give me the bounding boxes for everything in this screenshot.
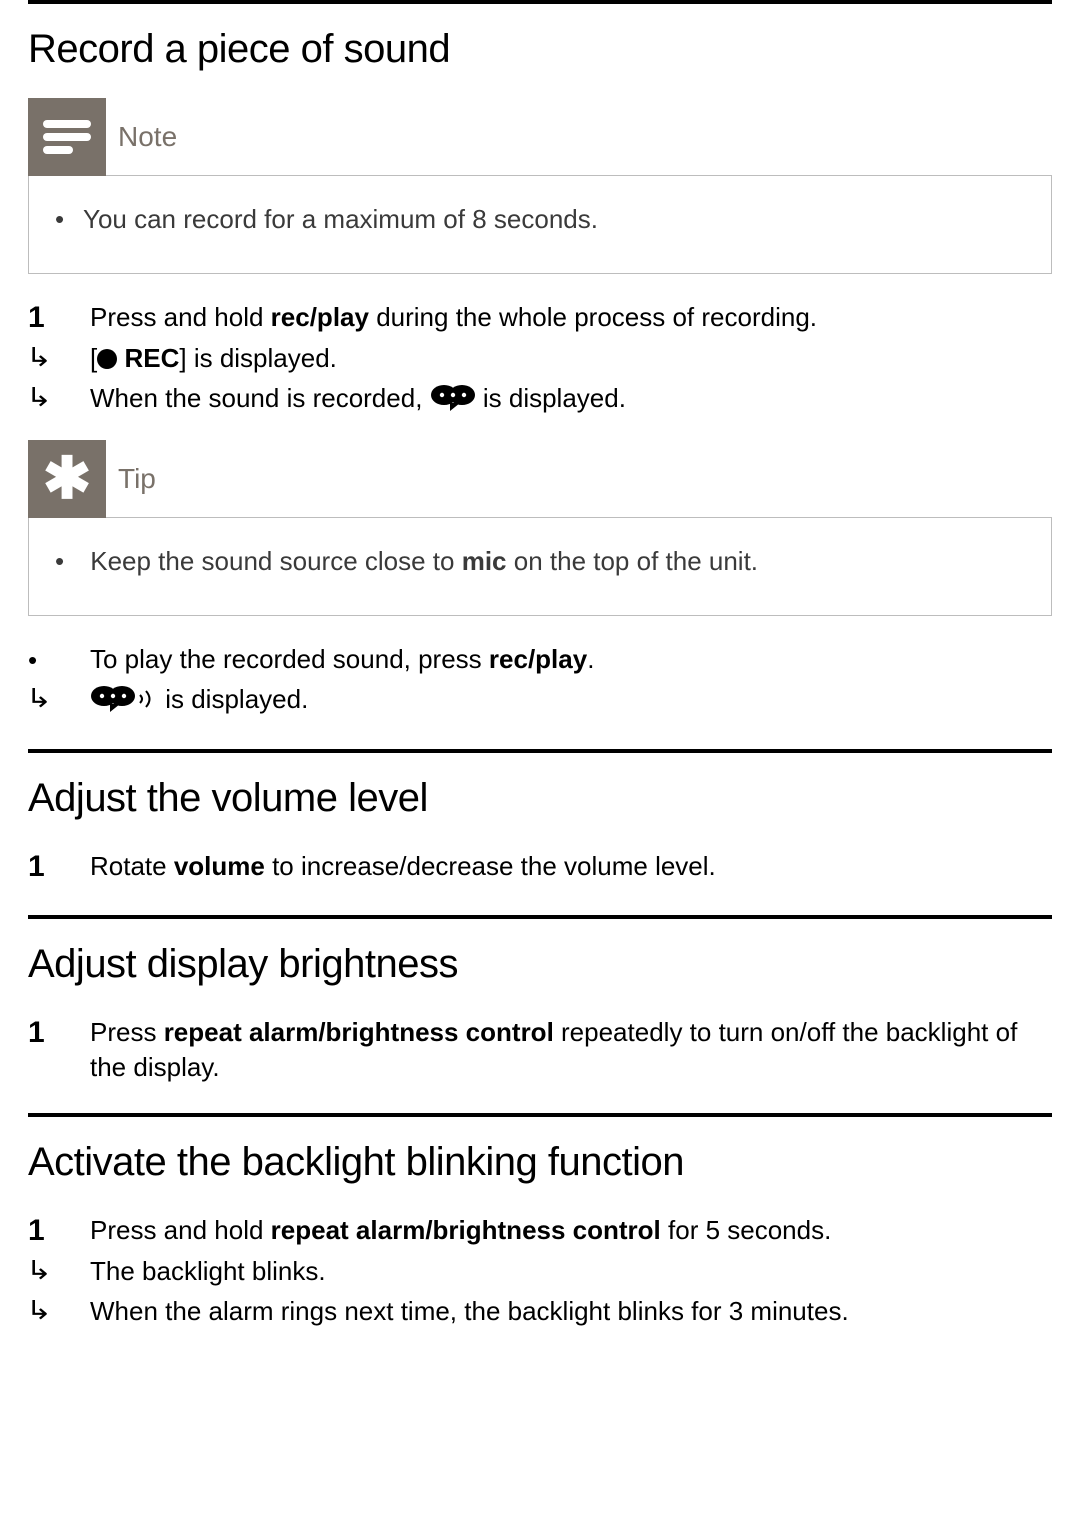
section-brightness: Adjust display brightness 1 Press repeat… bbox=[28, 915, 1052, 1085]
brightness-step-text: Press repeat alarm/brightness control re… bbox=[90, 1013, 1052, 1085]
step-1-text: Press and hold rec/play during the whole… bbox=[90, 298, 1052, 339]
text: ] is displayed. bbox=[179, 343, 337, 373]
bold: REC bbox=[124, 343, 179, 373]
result-text: The backlight blinks. bbox=[90, 1252, 1052, 1293]
text: Press bbox=[90, 1017, 164, 1047]
tip-callout-body: Keep the sound source close to mic on th… bbox=[28, 517, 1052, 616]
speech-bubble-icon bbox=[430, 385, 476, 411]
play-result: is displayed. bbox=[28, 680, 1052, 721]
section-volume: Adjust the volume level 1 Rotate volume … bbox=[28, 749, 1052, 888]
heading-record: Record a piece of sound bbox=[28, 22, 1052, 76]
tip-label: Tip bbox=[118, 460, 156, 498]
text: is displayed. bbox=[476, 383, 626, 413]
arrow-icon bbox=[28, 379, 66, 420]
text: on the top of the unit. bbox=[507, 546, 759, 576]
text: Rotate bbox=[90, 851, 174, 881]
bold: volume bbox=[174, 851, 265, 881]
backlight-step-1: 1 Press and hold repeat alarm/brightness… bbox=[28, 1211, 1052, 1252]
text: to increase/decrease the volume level. bbox=[265, 851, 716, 881]
section-record-sound: Record a piece of sound Note You can rec… bbox=[28, 0, 1052, 721]
arrow-icon bbox=[28, 1292, 66, 1333]
heading-volume: Adjust the volume level bbox=[28, 771, 1052, 825]
heading-backlight: Activate the backlight blinking function bbox=[28, 1135, 1052, 1189]
result-text: When the sound is recorded, is displayed… bbox=[90, 379, 1052, 420]
backlight-result-1: The backlight blinks. bbox=[28, 1252, 1052, 1293]
arrow-icon bbox=[28, 339, 66, 380]
bold: repeat alarm/brightness control bbox=[271, 1215, 661, 1245]
step-number: 1 bbox=[28, 1211, 66, 1252]
result-rec-displayed: [ REC] is displayed. bbox=[28, 339, 1052, 380]
backlight-step-text: Press and hold repeat alarm/brightness c… bbox=[90, 1211, 1052, 1252]
bold: rec/play bbox=[271, 302, 369, 332]
play-instruction: To play the recorded sound, press rec/pl… bbox=[28, 640, 1052, 681]
asterisk-icon: ✱ bbox=[43, 450, 92, 508]
arrow-icon bbox=[28, 680, 66, 721]
text: When the sound is recorded, bbox=[90, 383, 430, 413]
sound-waves-icon bbox=[138, 684, 158, 719]
tip-callout-head: ✱ Tip bbox=[28, 440, 1052, 518]
step-number: 1 bbox=[28, 1013, 66, 1085]
speech-bubble-icon bbox=[90, 686, 136, 712]
text: during the whole process of recording. bbox=[369, 302, 817, 332]
note-label: Note bbox=[118, 118, 177, 156]
result-text: When the alarm rings next time, the back… bbox=[90, 1292, 1052, 1333]
tip-item: Keep the sound source close to mic on th… bbox=[55, 544, 1031, 579]
bullet-icon bbox=[28, 640, 66, 681]
volume-step-text: Rotate volume to increase/decrease the v… bbox=[90, 847, 1052, 888]
brightness-step-1: 1 Press repeat alarm/brightness control … bbox=[28, 1013, 1052, 1085]
note-callout-head: Note bbox=[28, 98, 1052, 176]
text: . bbox=[587, 644, 594, 674]
step-number: 1 bbox=[28, 847, 66, 888]
text: Press and hold bbox=[90, 302, 271, 332]
bold: rec/play bbox=[489, 644, 587, 674]
text: Press and hold bbox=[90, 1215, 271, 1245]
text: [ bbox=[90, 343, 97, 373]
step-1: 1 Press and hold rec/play during the who… bbox=[28, 298, 1052, 339]
note-callout-body: You can record for a maximum of 8 second… bbox=[28, 175, 1052, 274]
text: for 5 seconds. bbox=[661, 1215, 832, 1245]
bold: repeat alarm/brightness control bbox=[164, 1017, 554, 1047]
hamburger-icon bbox=[43, 115, 91, 159]
arrow-icon bbox=[28, 1252, 66, 1293]
text: To play the recorded sound, press bbox=[90, 644, 489, 674]
volume-step-1: 1 Rotate volume to increase/decrease the… bbox=[28, 847, 1052, 888]
backlight-result-2: When the alarm rings next time, the back… bbox=[28, 1292, 1052, 1333]
note-icon bbox=[28, 98, 106, 176]
step-number: 1 bbox=[28, 298, 66, 339]
play-text: To play the recorded sound, press rec/pl… bbox=[90, 640, 1052, 681]
bold: mic bbox=[462, 546, 507, 576]
text: is displayed. bbox=[158, 684, 308, 714]
section-backlight-blink: Activate the backlight blinking function… bbox=[28, 1113, 1052, 1333]
result-speech-displayed: When the sound is recorded, is displayed… bbox=[28, 379, 1052, 420]
result-text: [ REC] is displayed. bbox=[90, 339, 1052, 380]
heading-brightness: Adjust display brightness bbox=[28, 937, 1052, 991]
play-result-text: is displayed. bbox=[90, 680, 1052, 721]
tip-icon: ✱ bbox=[28, 440, 106, 518]
text: Keep the sound source close to bbox=[90, 546, 461, 576]
note-item: You can record for a maximum of 8 second… bbox=[55, 202, 1031, 237]
record-dot-icon bbox=[97, 349, 117, 369]
